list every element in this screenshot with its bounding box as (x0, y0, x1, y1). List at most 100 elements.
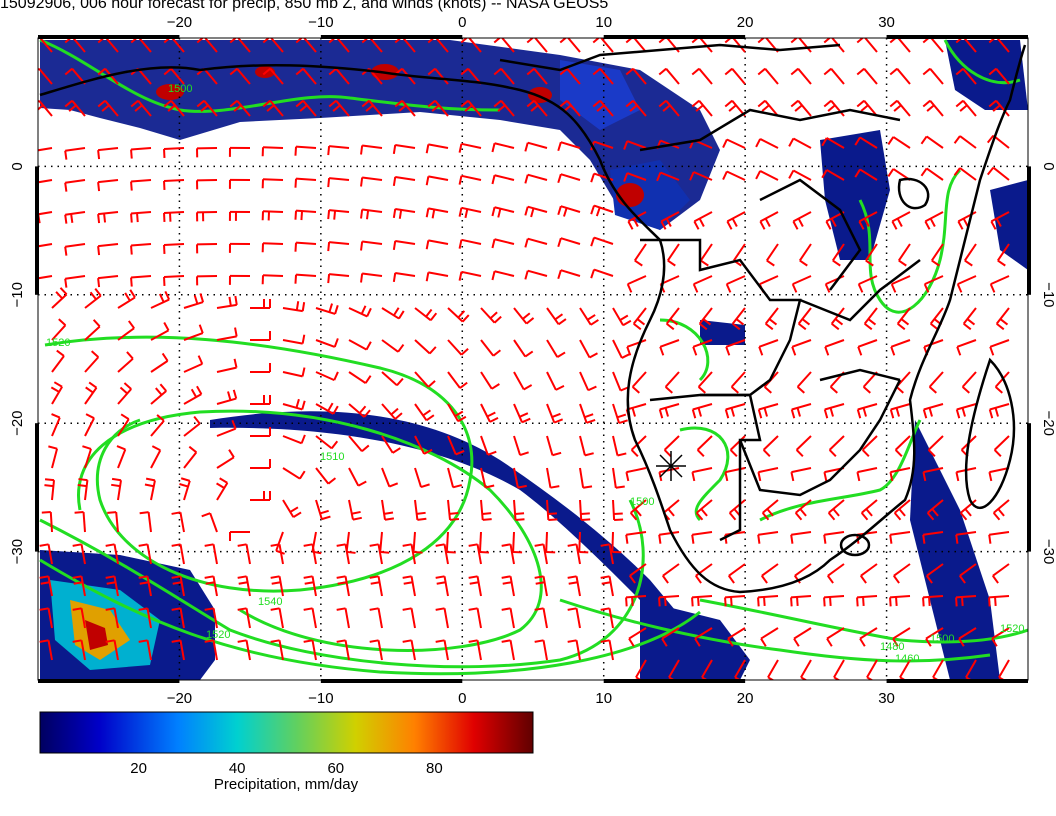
wind-barb-flag (232, 389, 238, 399)
wind-barb-flag (493, 315, 502, 324)
wind-barb-flag (196, 38, 205, 44)
wind-barb (575, 576, 581, 597)
wind-barb (395, 207, 416, 213)
precip-region (560, 60, 640, 130)
wind-barb-flag (171, 511, 181, 515)
wind-barb-flag (724, 471, 729, 482)
wind-barb (612, 371, 622, 391)
wind-barb-flag (535, 581, 545, 585)
wind-barb (480, 499, 484, 521)
wind-barb (608, 576, 614, 597)
wind-barb-flag (219, 477, 228, 484)
wind-barb-flag (423, 448, 433, 455)
wind-barb (71, 100, 86, 117)
wind-barb-flag (735, 318, 745, 326)
precip-region (610, 160, 690, 230)
wind-barb (84, 356, 100, 373)
precip-region (700, 320, 745, 345)
wind-barb-flag (986, 134, 995, 144)
wind-barb-flag (623, 172, 629, 182)
lesotho-outline (839, 533, 871, 557)
wind-barb-flag (363, 409, 371, 418)
wind-barb (269, 68, 284, 85)
wind-barb (84, 480, 89, 501)
wind-barb-flag (460, 38, 469, 44)
wind-barb (542, 544, 548, 565)
wind-barb (993, 435, 1010, 451)
wind-barb-flag (662, 104, 671, 112)
wind-barb-flag (301, 334, 306, 344)
wind-barb-flag (180, 477, 191, 482)
frame-bars (35, 35, 1031, 683)
wind-barb-flag (32, 215, 33, 224)
precip-region (85, 620, 108, 650)
wind-barb (262, 274, 284, 277)
wind-barb (311, 608, 317, 629)
wind-barb-flag (301, 400, 306, 410)
wind-barb (447, 371, 461, 389)
map-frame (37, 37, 1029, 681)
wind-barb-flag (633, 322, 642, 331)
wind-barb-flag (926, 575, 933, 584)
wind-barb (893, 563, 911, 577)
wind-barb-flag (237, 575, 247, 579)
wind-barb-flag (158, 293, 165, 303)
wind-barb (113, 576, 119, 597)
wind-barb (262, 146, 284, 149)
wind-barb (823, 595, 845, 599)
wind-barb-flag (857, 346, 863, 356)
wind-barb (368, 100, 383, 117)
wind-barb (995, 38, 1010, 53)
wind-barb-flag (229, 99, 238, 108)
wind-barb-flag (127, 320, 135, 329)
wind-barb-flag (955, 471, 960, 482)
wind-barb-flag (151, 445, 161, 452)
wind-barb-flag (862, 596, 865, 607)
lon-tick-label: −10 (308, 690, 333, 707)
wind-barb (726, 211, 746, 223)
wind-barb (632, 68, 647, 85)
wind-barb-flag (554, 313, 564, 321)
wind-barb (51, 448, 59, 469)
wind-barb-flag (691, 38, 700, 44)
wind-barb-flag (757, 99, 766, 108)
wind-barb (395, 271, 416, 277)
wind-barb-flag (111, 477, 122, 482)
wind-barb-flag (997, 508, 1005, 517)
wind-barb-flag (796, 407, 801, 417)
wind-barb (826, 627, 845, 640)
wind-barb-flag (955, 597, 958, 607)
wind-barb-flag (85, 386, 94, 394)
wind-barb-flag (856, 38, 865, 44)
wind-barb (734, 659, 746, 678)
wind-barb (146, 544, 152, 565)
wind-barb-flag (636, 318, 646, 326)
wind-barb (328, 209, 350, 213)
wind-barb-flag (72, 575, 82, 579)
wind-barb (863, 100, 878, 117)
wind-barb-flag (328, 99, 337, 108)
frame-bar (603, 35, 746, 39)
wind-barb (957, 275, 977, 286)
wind-barb-flag (758, 346, 764, 356)
wind-barb-flag (435, 575, 445, 579)
wind-barb (632, 100, 647, 117)
wind-barb (833, 659, 845, 678)
wind-barb-flag (402, 575, 412, 579)
country-border (738, 379, 902, 497)
colorbar-tick-label: 20 (130, 760, 147, 777)
wind-barb (765, 243, 779, 262)
wind-barb (995, 100, 1010, 117)
height-contour (39, 558, 701, 676)
wind-barb (245, 544, 251, 565)
wind-barb-flag (794, 104, 803, 112)
wind-barb (896, 38, 911, 53)
wind-barb (278, 640, 284, 661)
wind-barb (443, 640, 449, 661)
wind-barb (269, 38, 284, 53)
wind-barb-flag (897, 322, 906, 331)
wind-barb (593, 140, 614, 149)
height-contour (559, 598, 991, 663)
wind-barb (335, 68, 350, 85)
wind-barb-flag (77, 484, 87, 488)
